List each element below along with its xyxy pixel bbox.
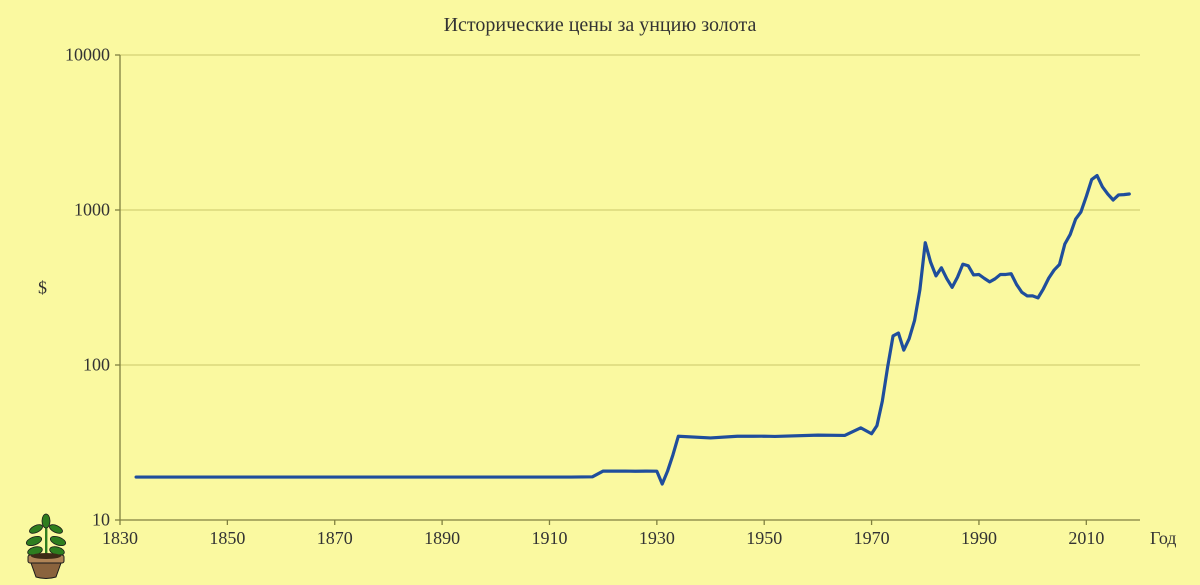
y-axis-label: $ (38, 277, 47, 298)
x-tick-label: 2010 (1068, 528, 1104, 549)
x-tick-label: 1950 (746, 528, 782, 549)
y-tick-label: 10000 (65, 45, 110, 66)
y-tick-label: 10 (92, 510, 110, 531)
chart-svg (120, 55, 1140, 520)
x-axis-label: Год (1150, 528, 1176, 549)
x-tick-label: 1910 (531, 528, 567, 549)
x-tick-label: 1850 (209, 528, 245, 549)
chart-plot-area (120, 55, 1140, 520)
price-line (136, 176, 1129, 485)
x-tick-label: 1990 (961, 528, 997, 549)
x-tick-label: 1890 (424, 528, 460, 549)
chart-title: Исторические цены за унцию золота (0, 14, 1200, 37)
x-tick-label: 1930 (639, 528, 675, 549)
y-tick-label: 100 (83, 355, 110, 376)
x-tick-label: 1830 (102, 528, 138, 549)
x-tick-label: 1970 (854, 528, 890, 549)
plant-pot-icon (18, 509, 74, 579)
x-tick-label: 1870 (317, 528, 353, 549)
y-tick-label: 1000 (74, 200, 110, 221)
